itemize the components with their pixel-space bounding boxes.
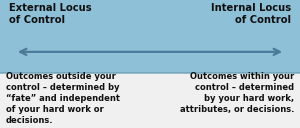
Text: Outcomes outside your
control – determined by
“fate” and independent
of your har: Outcomes outside your control – determin… xyxy=(6,72,120,125)
Text: Outcomes within your
control – determined
by your hard work,
attributes, or deci: Outcomes within your control – determine… xyxy=(180,72,294,114)
FancyBboxPatch shape xyxy=(0,0,300,73)
Text: Internal Locus
of Control: Internal Locus of Control xyxy=(211,3,291,25)
Text: External Locus
of Control: External Locus of Control xyxy=(9,3,92,25)
